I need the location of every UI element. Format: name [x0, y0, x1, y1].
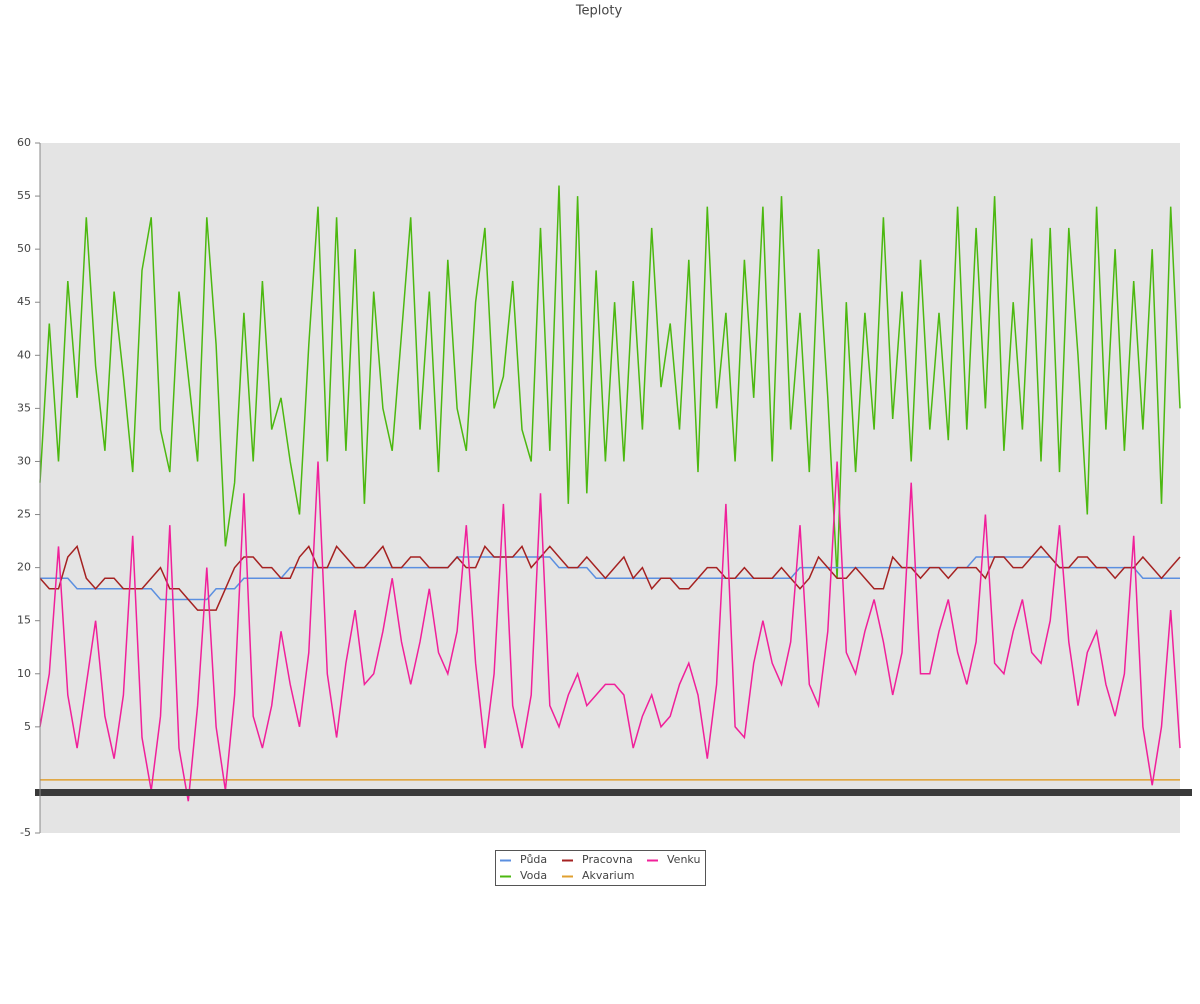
y-tick-label: 20 — [17, 561, 31, 574]
y-tick-label: 60 — [17, 136, 31, 149]
y-tick-label: 55 — [17, 189, 31, 202]
series-line — [40, 556, 1180, 601]
legend-label: Pracovna — [582, 853, 633, 866]
y-tick-label: -5 — [20, 826, 31, 839]
series-group — [39, 185, 1181, 802]
x-axis-bar — [35, 789, 1192, 796]
y-tick-label: 35 — [17, 401, 31, 414]
y-tick-label: 5 — [24, 720, 31, 733]
y-tick-label: 15 — [17, 614, 31, 627]
legend-label: Venku — [667, 853, 700, 866]
y-tick-label: 10 — [17, 667, 31, 680]
legend — [495, 850, 706, 886]
legend-label: Voda — [520, 869, 547, 882]
legend-items: Půda Pracovna Venku Voda Akvarium — [500, 853, 700, 882]
series-line — [39, 185, 1181, 579]
y-tick-label: 45 — [17, 295, 31, 308]
y-tick-label: 25 — [17, 508, 31, 521]
plot-area — [40, 143, 1180, 833]
chart-title: Teploty — [575, 4, 623, 19]
y-tick-label: 30 — [17, 454, 31, 467]
y-tick-label: 50 — [17, 242, 31, 255]
y-tick-label: 40 — [17, 348, 31, 361]
legend-label: Půda — [520, 853, 547, 866]
legend-label: Akvarium — [582, 869, 634, 882]
series-line — [39, 544, 1181, 611]
series-line — [39, 461, 1181, 802]
